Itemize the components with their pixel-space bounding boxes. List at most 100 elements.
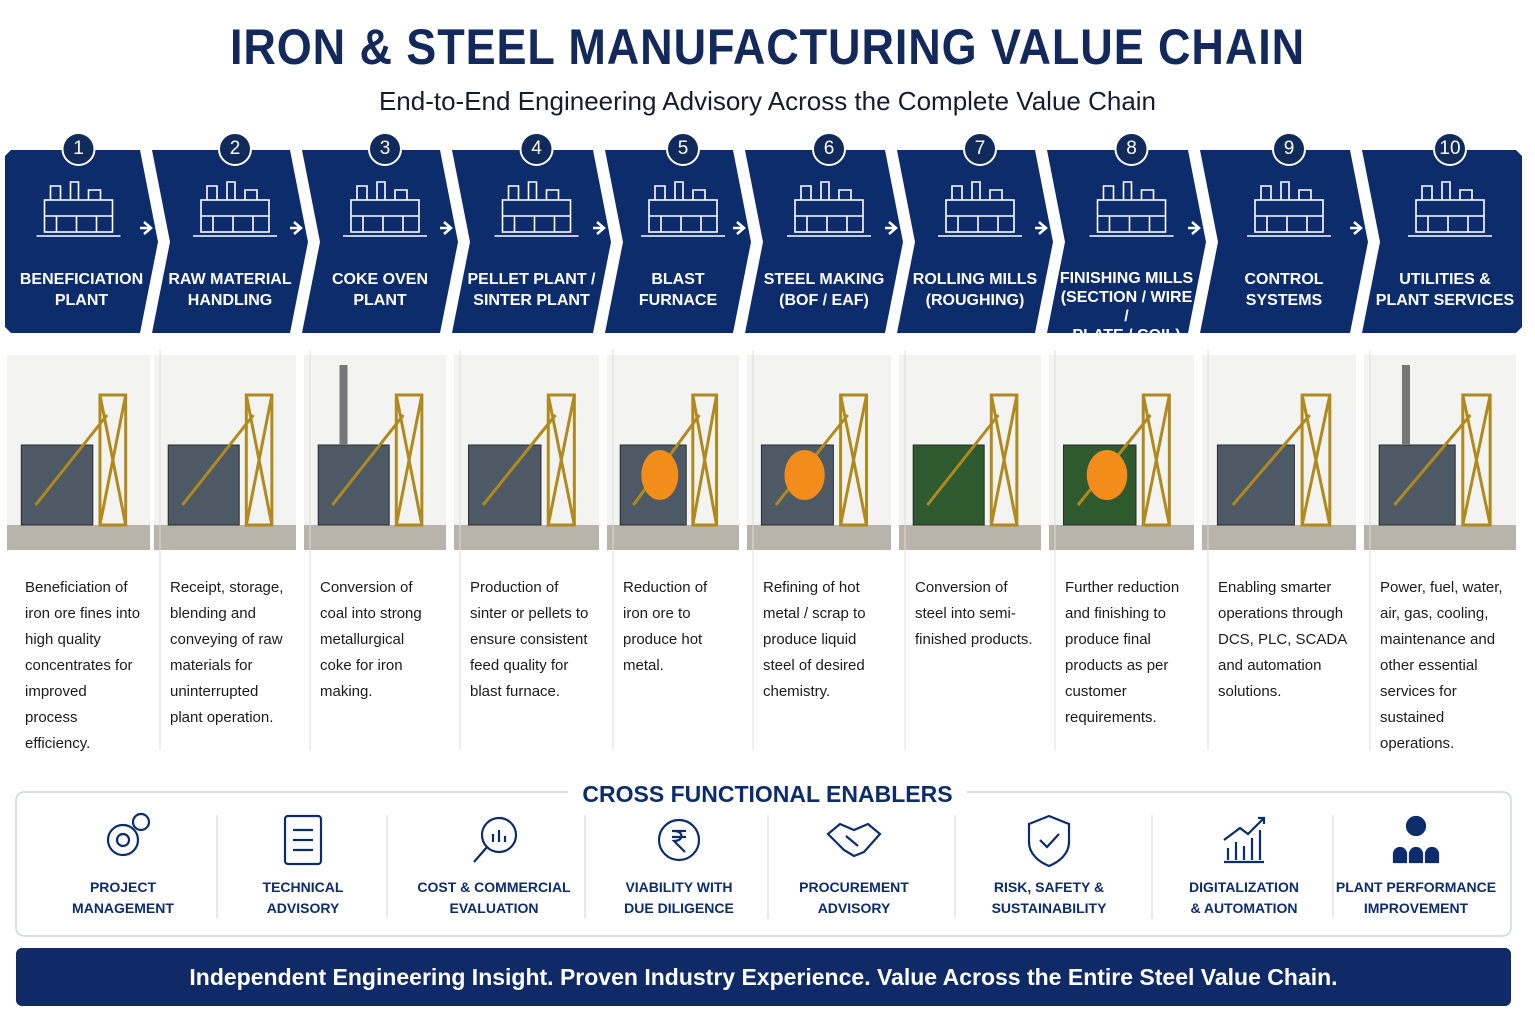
stage-icon bbox=[938, 181, 1022, 237]
stage-label-line: PLANT SERVICES bbox=[1375, 292, 1515, 309]
icon-part bbox=[193, 181, 277, 237]
stage-illustration bbox=[7, 355, 150, 550]
icon-part bbox=[1392, 846, 1440, 864]
stage-chevron bbox=[152, 150, 308, 333]
icon-part bbox=[1408, 181, 1492, 237]
number-circle bbox=[218, 132, 252, 166]
title: IRON & STEEL MANUFACTURING VALUE CHAIN bbox=[229, 19, 1306, 75]
enabler-label-line: DUE DILIGENCE bbox=[624, 900, 734, 916]
enabler-label-line: SUSTAINABILITY bbox=[991, 900, 1107, 916]
stage-label-line: FINISHING MILLS bbox=[1059, 270, 1194, 287]
icon-part bbox=[131, 812, 151, 832]
illustration-glow bbox=[784, 450, 825, 500]
stage-illustration bbox=[899, 355, 1041, 550]
stage-illustration bbox=[1049, 355, 1194, 550]
illustration-ground bbox=[747, 525, 891, 550]
illustration-building bbox=[468, 444, 542, 526]
illustration-truss bbox=[926, 394, 1019, 526]
illustration-tower bbox=[1300, 393, 1332, 527]
illustration-ground bbox=[7, 525, 150, 550]
stage-label-line: (ROUGHING) bbox=[925, 292, 1025, 309]
enablers-title-wrap: CROSS FUNCTIONAL ENABLERS bbox=[0, 781, 1535, 808]
stage-chevron bbox=[745, 150, 903, 333]
enabler-label-line: IMPROVEMENT bbox=[1363, 900, 1469, 916]
illustration-ground bbox=[899, 525, 1041, 550]
number-circle bbox=[812, 132, 846, 166]
enabler-label-line: ADVISORY bbox=[817, 900, 891, 916]
stage-arrow bbox=[290, 221, 303, 235]
illustration-building bbox=[167, 444, 240, 526]
icon-part bbox=[787, 181, 871, 237]
footer-bar bbox=[16, 948, 1511, 1006]
illustration-ground bbox=[454, 525, 599, 550]
stage-label: UTILITIES & PLANT SERVICES bbox=[1372, 269, 1518, 311]
stage-label-line: PLANT bbox=[54, 292, 109, 309]
stage-number: 5 bbox=[677, 138, 689, 159]
illustration-building bbox=[912, 444, 985, 526]
stage-label-line: (BOF / EAF) bbox=[779, 292, 869, 309]
stage-description: Further reduction and finishing to produ… bbox=[1065, 579, 1180, 726]
stage-number: 3 bbox=[379, 138, 391, 159]
stage-illustration bbox=[1202, 355, 1356, 550]
icon-part bbox=[1089, 181, 1174, 237]
stage-label: FINISHING MILLS (SECTION / WIRE / PLATE / … bbox=[1057, 269, 1196, 345]
illustration-tower bbox=[1461, 393, 1492, 527]
illustration-building bbox=[1378, 444, 1456, 526]
enabler-label-line: DIGITALIZATION bbox=[1189, 879, 1299, 895]
stage-illustration bbox=[454, 355, 599, 550]
icon-part bbox=[671, 829, 686, 853]
stage-icon bbox=[787, 181, 871, 237]
stage-number: 1 bbox=[73, 138, 84, 159]
stage-icon bbox=[193, 181, 277, 237]
stage-label-line: PLATE / COIL) bbox=[1072, 327, 1181, 344]
stage-chevron bbox=[1200, 150, 1368, 333]
stage-illustration bbox=[1364, 355, 1516, 550]
enabler-label: VIABILITY WITH DUE DILIGENCE bbox=[584, 877, 774, 919]
icon-part bbox=[1405, 815, 1427, 837]
stage-number: 8 bbox=[1126, 138, 1137, 159]
stage-icon bbox=[1408, 181, 1492, 237]
stage-arrow bbox=[440, 221, 453, 235]
stage-icon bbox=[1247, 181, 1331, 237]
illustration-tower bbox=[1141, 393, 1171, 527]
enabler-icon bbox=[826, 822, 882, 858]
stage-label-line: (SECTION / WIRE / bbox=[1060, 289, 1193, 325]
stage-label-line: UTILITIES & bbox=[1399, 271, 1491, 288]
icon-part bbox=[494, 181, 579, 237]
illustration-truss bbox=[181, 394, 274, 526]
illustration-truss bbox=[331, 394, 424, 526]
stage-arrow bbox=[885, 221, 898, 235]
enabler-label: TECHNICAL ADVISORY bbox=[208, 877, 398, 919]
icon-part bbox=[657, 818, 701, 862]
stage-number: 2 bbox=[229, 138, 241, 159]
icon-part bbox=[1223, 816, 1266, 864]
stage-description: Production of sinter or pellets to ensur… bbox=[470, 579, 589, 700]
stage-label-line: PELLET PLANT / bbox=[467, 271, 596, 288]
illustration-building bbox=[317, 444, 390, 526]
illustration-truss bbox=[481, 394, 576, 526]
illustration-truss bbox=[1393, 394, 1492, 526]
illustration-tower bbox=[546, 393, 576, 527]
illustration-tower bbox=[691, 393, 719, 527]
number-circle bbox=[666, 132, 700, 166]
footer-tagline: Independent Engineering Insight. Proven … bbox=[189, 964, 1338, 990]
icon-part bbox=[480, 816, 518, 854]
icon-part bbox=[36, 181, 121, 237]
icon-part bbox=[283, 814, 323, 866]
number-circle bbox=[368, 132, 402, 166]
stage-chevron bbox=[1047, 150, 1206, 333]
stage-label-line: STEEL MAKING bbox=[763, 271, 885, 288]
stage-description: Reduction of iron ore to produce hot met… bbox=[623, 579, 708, 674]
illustration-tower bbox=[394, 393, 424, 527]
icon-part bbox=[473, 830, 507, 863]
illustration-glow bbox=[641, 450, 679, 500]
icon-part bbox=[641, 181, 725, 237]
stage-label: CONTROL SYSTEMS bbox=[1210, 269, 1358, 311]
illustration-tower bbox=[244, 393, 274, 527]
stage-description: Enabling smarter operations through DCS,… bbox=[1218, 579, 1347, 700]
stage-arrow bbox=[593, 221, 606, 235]
icon-part bbox=[115, 832, 131, 848]
subtitle: End-to-End Engineering Advisory Across t… bbox=[378, 86, 1157, 116]
enabler-label: COST & COMMERCIAL EVALUATION bbox=[399, 877, 589, 919]
number-circle bbox=[61, 132, 96, 166]
